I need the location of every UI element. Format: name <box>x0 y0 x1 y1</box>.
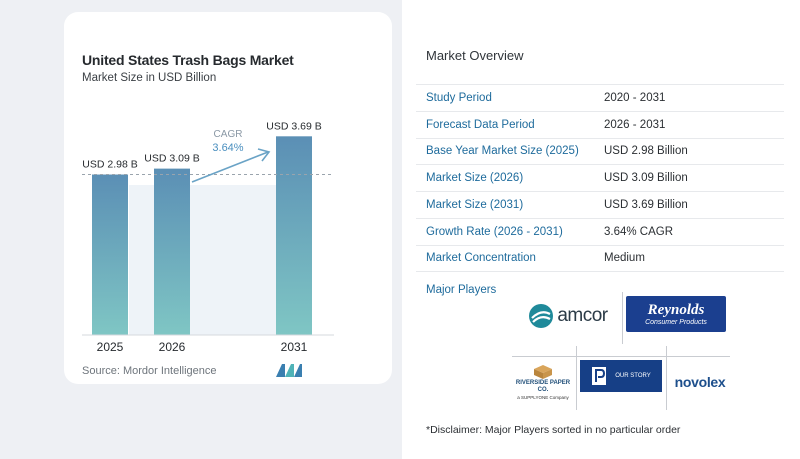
amcor-logo-icon <box>529 304 554 328</box>
table-row: Growth Rate (2026 - 2031) 3.64% CAGR <box>416 217 784 245</box>
row-value: USD 3.69 Billion <box>604 199 688 212</box>
row-value: USD 3.09 Billion <box>604 172 688 185</box>
reynolds-logo-subtext: Consumer Products <box>645 318 707 326</box>
data-label-2025: USD 2.98 B <box>82 159 137 171</box>
overview-table: Study Period 2020 - 2031 Forecast Data Pe… <box>416 84 784 272</box>
table-row: Market Size (2026) USD 3.09 Billion <box>416 164 784 191</box>
data-label-2031: USD 3.69 B <box>266 120 321 132</box>
row-label: Forecast Data Period <box>426 118 535 131</box>
logo-divider <box>576 346 577 410</box>
row-value: USD 2.98 Billion <box>604 145 688 158</box>
disclaimer-text: *Disclaimer: Major Players sorted in no … <box>426 424 681 436</box>
cagr-label: CAGR <box>214 129 243 140</box>
our-story-logo-text: OUR STORY <box>615 373 651 379</box>
table-row: Forecast Data Period 2026 - 2031 <box>416 110 784 138</box>
bar-2025 <box>92 174 128 335</box>
row-value: 2026 - 2031 <box>604 118 666 131</box>
row-value: 3.64% CAGR <box>604 225 674 238</box>
chart-subtitle: Market Size in USD Billion <box>82 72 217 84</box>
amcor-logo-text: amcor <box>557 305 608 326</box>
market-overview-panel: Market Overview Study Period 2020 - 2031 … <box>402 0 800 459</box>
x-tick-label-2025: 2025 <box>97 340 124 354</box>
logo-novolex: novolex <box>670 362 730 402</box>
table-row: Study Period 2020 - 2031 <box>416 84 784 111</box>
row-label: Market Concentration <box>426 252 536 265</box>
row-value: Medium <box>604 252 645 265</box>
riverside-logo-subtext: a SUPPLYONE Company <box>517 395 569 400</box>
row-label: Market Size (2026) <box>426 172 524 185</box>
market-overview-title: Market Overview <box>426 48 524 63</box>
novolex-logo-text: novolex <box>674 374 726 390</box>
cagr-arrow <box>191 148 271 183</box>
logo-divider <box>512 356 730 357</box>
riverside-logo-text: RIVERSIDE PAPER CO. <box>515 380 571 393</box>
x-tick-label-2026: 2026 <box>159 340 186 354</box>
logo-divider <box>622 292 623 344</box>
row-label: Base Year Market Size (2025) <box>426 145 579 158</box>
chart-card: USD 2.98 B 2025 USD 3.09 B 2026 USD 3.69 B 20… <box>64 12 392 384</box>
cagr-value: 3.64% <box>212 142 243 154</box>
chart-highlight-band <box>129 185 281 335</box>
table-row: Market Size (2031) USD 3.69 Billion <box>416 191 784 218</box>
box-icon <box>534 365 552 379</box>
x-tick-label-2031: 2031 <box>281 340 308 354</box>
mordor-logo-icon <box>276 364 302 377</box>
major-players-title: Major Players <box>426 284 497 296</box>
logo-riverside: RIVERSIDE PAPER CO. a SUPPLYONE Company <box>514 360 572 406</box>
table-row: Market Concentration Medium <box>416 244 784 272</box>
source-text: Source: Mordor Intelligence <box>82 365 217 377</box>
chart-title: United States Trash Bags Market <box>82 52 294 68</box>
table-row: Base Year Market Size (2025) USD 2.98 Bil… <box>416 137 784 165</box>
bar-2026 <box>154 168 190 335</box>
row-label: Growth Rate (2026 - 2031) <box>426 225 563 238</box>
logo-our-story: OUR STORY <box>580 360 662 392</box>
logo-reynolds: Reynolds Consumer Products <box>626 296 726 332</box>
row-label: Study Period <box>426 91 492 104</box>
logo-amcor: amcor <box>518 296 618 336</box>
reynolds-logo-text: Reynolds <box>647 301 705 318</box>
row-label: Market Size (2031) <box>426 199 524 212</box>
bar-2031 <box>276 136 312 335</box>
bar-chart: USD 2.98 B 2025 USD 3.09 B 2026 USD 3.69 B 20… <box>82 120 334 354</box>
logo-divider <box>666 346 667 410</box>
p-logo-icon <box>592 367 607 385</box>
row-value: 2020 - 2031 <box>604 91 666 104</box>
data-label-2026: USD 3.09 B <box>144 153 199 165</box>
